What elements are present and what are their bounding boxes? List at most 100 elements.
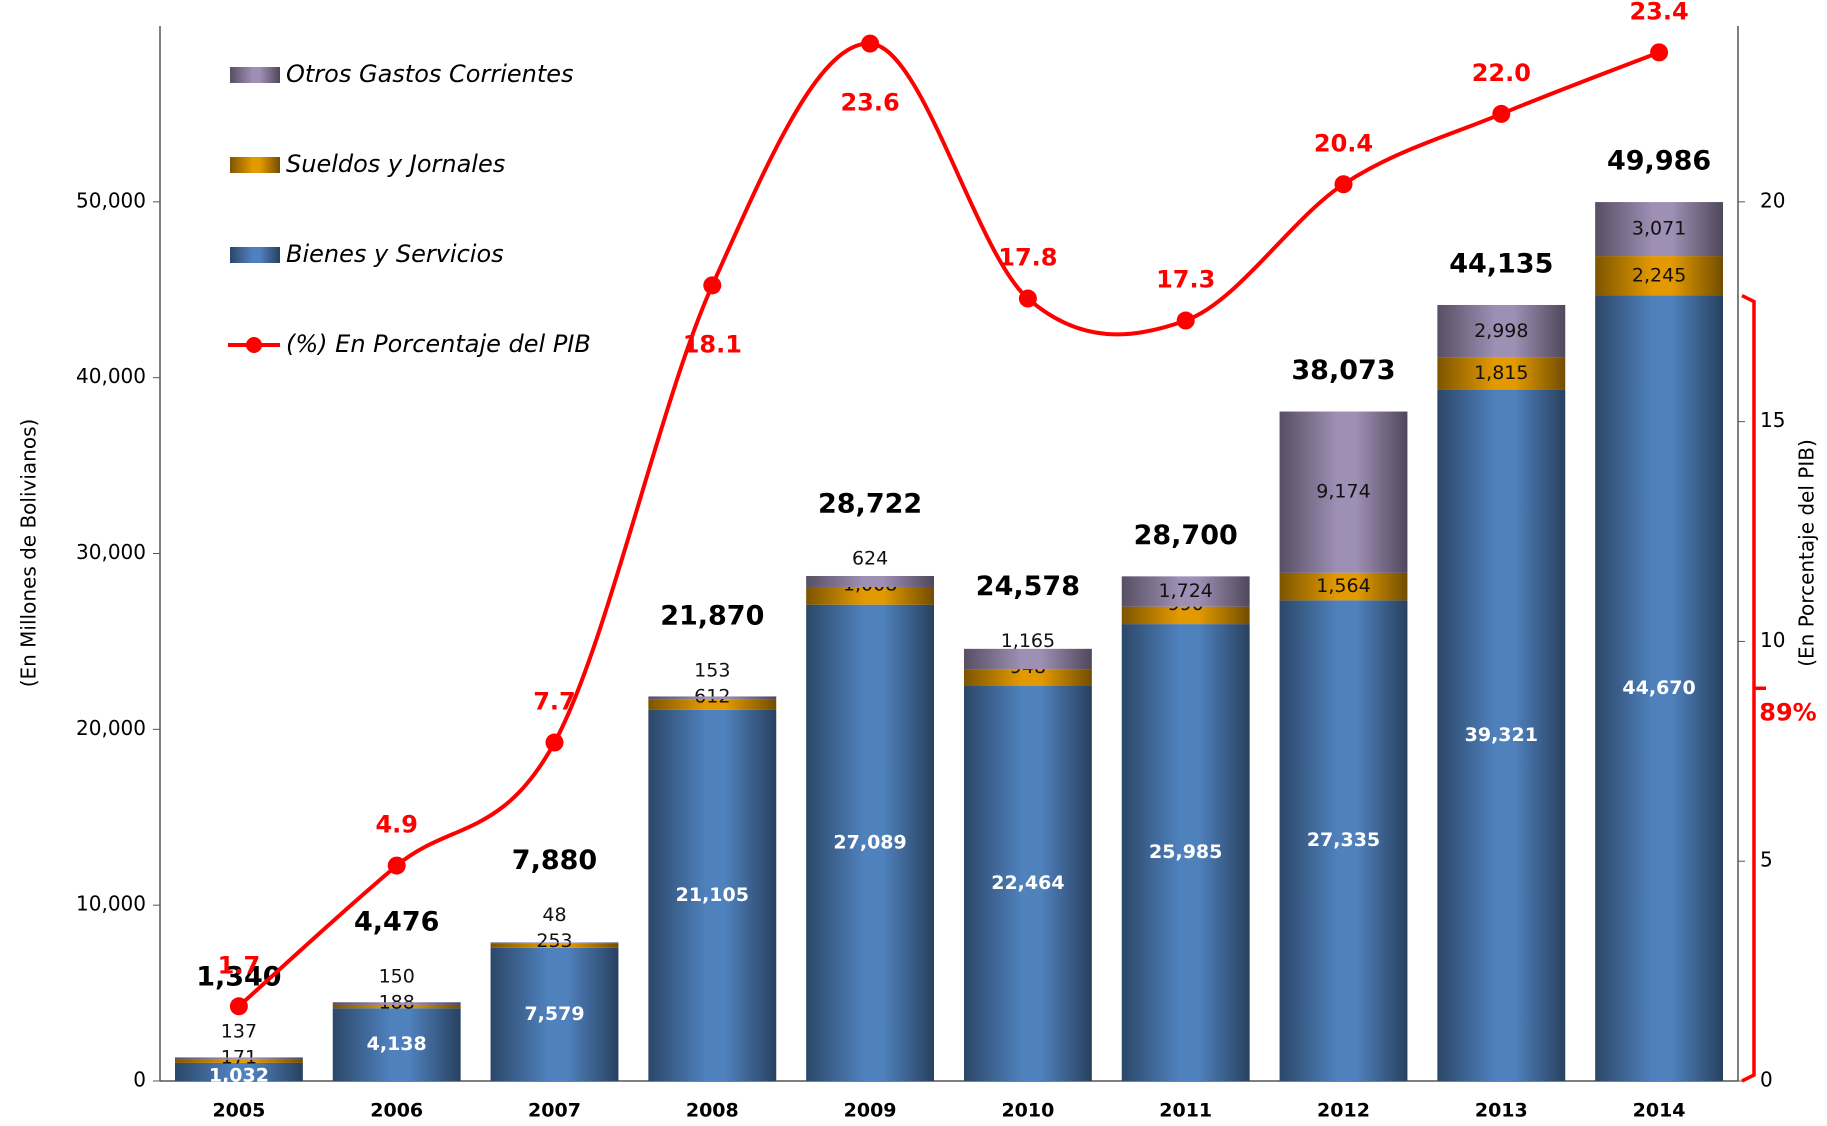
pib-point <box>387 856 406 875</box>
y-tick-label: 30,000 <box>76 540 146 564</box>
bar-shade <box>1279 411 1408 573</box>
annotation: 89% <box>1759 698 1816 726</box>
y-axis-title: (En Millones de Bolivianos) <box>17 419 41 688</box>
pib-point <box>1492 104 1511 123</box>
x-tick-label: 2006 <box>370 1100 423 1122</box>
total-label: 4,476 <box>354 906 439 937</box>
bar-shade <box>648 699 777 710</box>
bar-shade <box>806 604 935 1081</box>
bar-label: 27,089 <box>833 831 906 853</box>
pib-point <box>861 34 880 53</box>
bar-label: 1,815 <box>1474 362 1528 384</box>
pib-label: 7.7 <box>533 688 576 716</box>
bar-shade <box>806 586 935 605</box>
bar-label: 624 <box>852 547 888 569</box>
pib-label: 4.9 <box>375 811 418 839</box>
pib-label: 17.3 <box>1156 266 1215 294</box>
pib-point <box>1650 43 1669 62</box>
pib-point <box>229 997 248 1016</box>
y2-tick-label: 5 <box>1760 848 1773 872</box>
bar-shade <box>174 1057 303 1060</box>
bar-label: 44,670 <box>1622 677 1695 699</box>
pib-point <box>545 733 564 752</box>
legend-label: (%) En Porcentaje del PIB <box>286 330 591 358</box>
bar-label: 7,579 <box>524 1003 584 1025</box>
legend-label: Otros Gastos Corrientes <box>286 60 574 88</box>
bar-label: 2,245 <box>1632 264 1686 286</box>
bar-shade <box>332 1008 461 1081</box>
bar-shade <box>490 947 619 1081</box>
pib-point <box>1176 311 1195 330</box>
y-tick-label: 0 <box>133 1068 146 1092</box>
bar-label: 4,138 <box>367 1033 427 1055</box>
bar-shade <box>332 1004 461 1009</box>
bar-shade <box>963 669 1092 687</box>
y2-tick-label: 10 <box>1760 628 1785 652</box>
bar-label: 171 <box>221 1046 257 1068</box>
total-label: 28,722 <box>818 488 922 519</box>
total-label: 1,340 <box>196 961 281 992</box>
pib-label: 18.1 <box>683 330 742 358</box>
bar-shade <box>174 1059 303 1063</box>
x-tick-label: 2013 <box>1475 1100 1528 1122</box>
x-tick-label: 2008 <box>686 1100 739 1122</box>
total-label: 28,700 <box>1134 520 1238 551</box>
bar-label: 48 <box>542 904 566 926</box>
legend-label: Bienes y Servicios <box>286 240 504 268</box>
x-tick-label: 2005 <box>212 1100 265 1122</box>
bar-shade <box>332 1002 461 1005</box>
bar-label: 150 <box>379 965 415 987</box>
bar-shade <box>490 943 619 948</box>
total-label: 21,870 <box>660 601 764 632</box>
bar-label: 153 <box>694 660 730 682</box>
pib-point <box>1018 289 1037 308</box>
x-tick-label: 2012 <box>1317 1100 1370 1122</box>
y-tick-label: 50,000 <box>76 188 146 212</box>
bar-label: 21,105 <box>676 884 749 906</box>
bar-shade <box>1279 572 1408 601</box>
total-label: 7,880 <box>512 845 597 876</box>
legend-dot <box>246 337 262 353</box>
bar-shade <box>1121 606 1250 625</box>
pib-label: 23.4 <box>1629 0 1688 25</box>
bar-label: 27,335 <box>1307 829 1380 851</box>
bar-shade <box>963 648 1092 670</box>
bar-label: 1,724 <box>1158 580 1212 602</box>
x-tick-label: 2007 <box>528 1100 581 1122</box>
pib-point <box>1334 175 1353 194</box>
bar-shade <box>1121 624 1250 1081</box>
pib-line <box>237 41 1660 1008</box>
x-tick-label: 2014 <box>1633 1100 1686 1122</box>
bar-shade <box>490 942 619 944</box>
y-tick-label: 40,000 <box>76 364 146 388</box>
bar-shade <box>174 1062 303 1081</box>
bar-shade <box>1437 357 1566 390</box>
bar-label: 137 <box>221 1020 257 1042</box>
bar-shade <box>1595 295 1724 1081</box>
y2-axis-title: (En Porcentaje del PIB) <box>1795 439 1819 667</box>
bar-shade <box>1595 202 1724 257</box>
y2-tick-label: 15 <box>1760 408 1785 432</box>
pib-label: 23.6 <box>840 89 899 117</box>
pib-label: 20.4 <box>1314 129 1373 157</box>
bar-shade <box>1595 256 1724 296</box>
bar-shade <box>648 709 777 1081</box>
bracket <box>1741 293 1766 1083</box>
total-label: 44,135 <box>1449 248 1553 279</box>
x-tick-label: 2009 <box>844 1100 897 1122</box>
bar-shade <box>1121 576 1250 607</box>
total-label: 38,073 <box>1291 355 1395 386</box>
bar-label: 1,165 <box>1001 630 1055 652</box>
pib-label: 17.8 <box>998 244 1057 272</box>
x-tick-label: 2010 <box>1001 1100 1054 1122</box>
y2-tick-label: 0 <box>1760 1068 1773 1092</box>
y2-tick-label: 20 <box>1760 188 1785 212</box>
legend-shade <box>230 247 280 263</box>
bar-label: 25,985 <box>1149 841 1222 863</box>
bar-label: 3,071 <box>1632 218 1686 240</box>
y-tick-label: 10,000 <box>76 892 146 916</box>
bar-label: 2,998 <box>1474 320 1528 342</box>
bar-shade <box>1437 304 1566 358</box>
legend-shade <box>230 67 280 83</box>
bar-label: 253 <box>536 930 572 952</box>
